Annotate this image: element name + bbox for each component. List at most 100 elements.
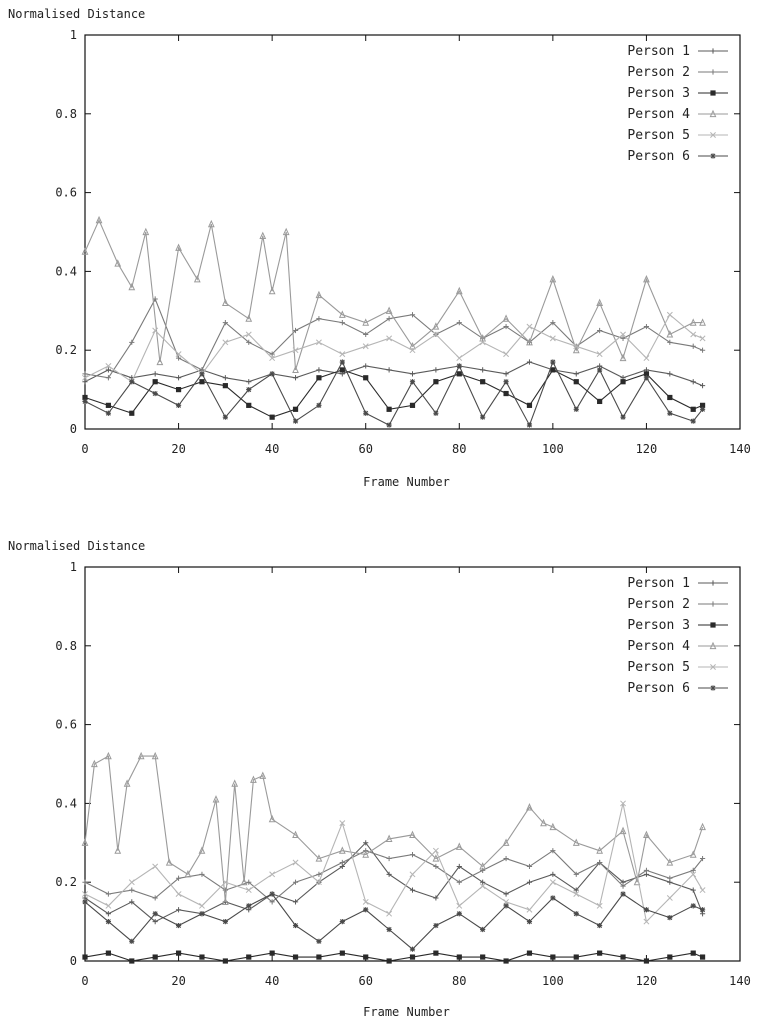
data-point (479, 339, 486, 346)
x-tick-label: 0 (81, 442, 88, 456)
data-point (129, 899, 135, 905)
data-point (480, 414, 486, 420)
data-point (362, 850, 370, 858)
data-point (409, 852, 416, 858)
data-point (292, 859, 299, 866)
data-point (456, 954, 462, 960)
data-point (526, 919, 533, 925)
data-point (175, 907, 182, 913)
data-point (690, 950, 696, 956)
data-point (643, 830, 650, 839)
x-tick-label: 80 (452, 442, 466, 456)
data-point (433, 895, 439, 901)
data-point (620, 954, 626, 960)
data-point (339, 820, 346, 827)
data-point (246, 402, 252, 408)
legend-marker (710, 132, 716, 138)
x-tick-label: 100 (542, 442, 564, 456)
data-point (643, 375, 650, 381)
data-point (268, 286, 276, 295)
data-point (269, 351, 275, 357)
data-point (269, 414, 275, 420)
data-point (175, 387, 182, 393)
x-axis-title: Frame Number (363, 1005, 450, 1019)
data-point (503, 379, 509, 385)
plot-frame (84, 566, 741, 962)
data-point (105, 367, 111, 373)
data-point (316, 375, 322, 381)
data-point (221, 298, 229, 307)
data-point (689, 318, 697, 326)
legend-label: Person 6 (627, 681, 690, 696)
data-point (292, 922, 299, 929)
chart-panel-1: Normalised Distance 0 0.2 0.4 0.6 0.8 1 0 20 40 60… (8, 7, 751, 489)
data-point (699, 954, 706, 960)
data-point (82, 398, 88, 405)
data-point (619, 826, 627, 835)
data-point (550, 895, 556, 901)
data-point (690, 887, 696, 893)
data-point (456, 879, 462, 885)
data-point (643, 274, 650, 283)
data-point (363, 410, 369, 416)
data-point (339, 919, 345, 925)
data-point (432, 322, 440, 330)
legend-item: Person 1 (627, 44, 728, 59)
data-point (643, 371, 650, 377)
data-point (550, 954, 556, 960)
data-point (456, 371, 462, 377)
data-point (456, 355, 463, 362)
data-point (643, 867, 650, 873)
data-point (386, 316, 392, 322)
data-point (152, 954, 158, 960)
data-point (480, 367, 486, 373)
data-point (573, 379, 579, 385)
data-point (526, 422, 533, 428)
series-line (84, 755, 704, 902)
data-point (456, 320, 462, 326)
legend-label: Person 1 (627, 576, 690, 591)
legend-label: Person 5 (627, 660, 690, 675)
data-point (597, 950, 603, 956)
legend-marker (710, 622, 716, 628)
legend-marker (710, 601, 716, 607)
data-point (480, 954, 486, 960)
data-point (620, 379, 626, 385)
data-point (573, 871, 579, 877)
data-point (597, 859, 603, 866)
data-point (222, 919, 228, 925)
legend-label: Person 6 (627, 149, 690, 164)
data-point (385, 834, 393, 842)
data-point (689, 850, 697, 858)
data-point (667, 410, 673, 416)
data-point (199, 371, 205, 377)
y-tick-label: 0.4 (55, 264, 77, 278)
data-point (259, 771, 267, 779)
data-point (643, 958, 650, 964)
data-point (362, 318, 370, 326)
data-point (620, 335, 626, 341)
legend-marker (710, 153, 716, 159)
y-tick-label: 0 (70, 422, 77, 436)
x-tick-label: 20 (171, 974, 185, 988)
data-point (114, 846, 122, 854)
data-point (175, 375, 182, 381)
data-point (222, 958, 228, 964)
series-line (84, 361, 703, 387)
data-point (666, 895, 673, 901)
data-point (455, 842, 463, 850)
data-point (90, 759, 98, 768)
data-point (503, 323, 509, 330)
data-point (699, 887, 706, 894)
data-point (503, 903, 509, 909)
data-point (502, 314, 510, 322)
chart-panel-2: Normalised Distance 0 0.2 0.4 0.6 0.8 1 0 20 40 60… (8, 539, 751, 1019)
data-point (259, 231, 267, 240)
data-point (386, 406, 392, 412)
x-tick-label: 60 (358, 442, 372, 456)
data-point (386, 871, 392, 877)
data-point (503, 351, 510, 358)
data-point (129, 938, 135, 944)
data-point (105, 891, 111, 897)
data-point (667, 875, 673, 881)
